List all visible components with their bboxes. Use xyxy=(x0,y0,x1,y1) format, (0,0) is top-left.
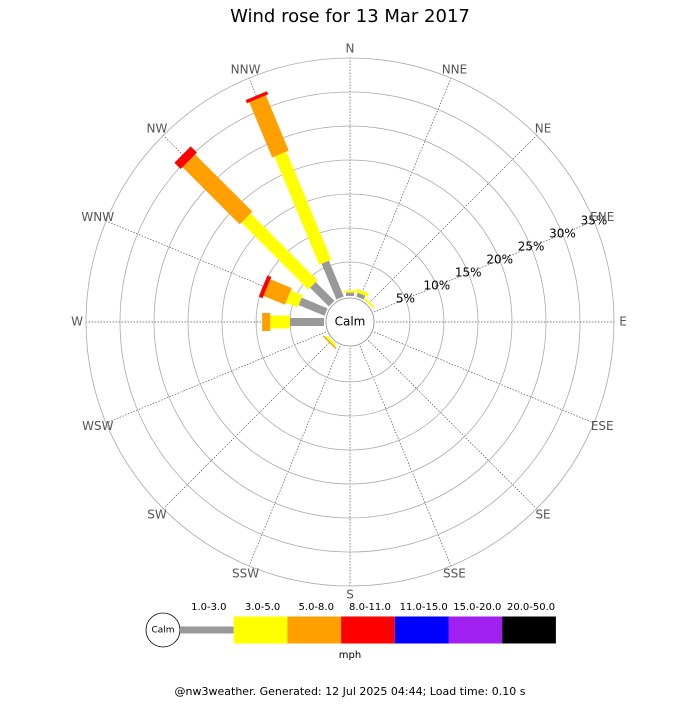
spoke xyxy=(368,340,537,509)
direction-label: NNE xyxy=(442,62,468,76)
legend-swatch xyxy=(180,626,234,634)
grid-ring xyxy=(187,159,513,485)
direction-label: WNW xyxy=(81,210,114,224)
grid-ring xyxy=(255,227,445,417)
wind-segment xyxy=(298,297,328,316)
wind-segment xyxy=(174,146,197,169)
spoke xyxy=(368,135,537,304)
direction-label: SSW xyxy=(232,567,259,581)
legend-unit: mph xyxy=(339,650,361,661)
direction-label: E xyxy=(619,315,627,329)
spoke xyxy=(359,345,452,567)
wind-segment xyxy=(241,213,318,290)
r-tick-label: 30% xyxy=(549,226,576,240)
legend-label: 5.0-8.0 xyxy=(299,602,334,613)
calm-circle xyxy=(325,297,375,347)
wind-segment xyxy=(262,313,271,331)
wind-segment xyxy=(346,292,354,296)
footer: @nw3weather. Generated: 12 Jul 2025 04:4… xyxy=(175,685,526,698)
direction-label: SW xyxy=(147,508,167,522)
r-tick-label: 10% xyxy=(424,279,451,293)
direction-label: NNW xyxy=(231,62,261,76)
wind-segment xyxy=(290,318,324,326)
direction-label: W xyxy=(71,315,83,329)
wind-segment xyxy=(263,279,292,305)
spoke xyxy=(105,331,327,424)
spoke xyxy=(373,220,595,313)
r-tick-label: 20% xyxy=(486,253,513,267)
wind-segment xyxy=(285,290,303,308)
r-tick-label: 25% xyxy=(518,239,545,253)
legend-swatch xyxy=(287,616,342,644)
direction-label: SE xyxy=(535,508,550,522)
legend-label: 3.0-5.0 xyxy=(245,602,280,613)
direction-label: NW xyxy=(147,121,168,135)
direction-label: ENE xyxy=(590,210,614,224)
direction-label: WSW xyxy=(82,419,113,433)
wind-segment xyxy=(343,290,357,293)
legend-swatch xyxy=(341,616,395,644)
wind-segment xyxy=(355,288,369,297)
legend-calm-label: Calm xyxy=(151,626,174,636)
spoke xyxy=(163,340,332,509)
direction-label: S xyxy=(346,588,354,602)
spoke xyxy=(248,345,341,567)
direction-label: N xyxy=(346,42,355,56)
direction-label: SSE xyxy=(443,567,466,581)
direction-label: NE xyxy=(535,121,552,135)
wind-segment xyxy=(325,335,337,347)
direction-label: ESE xyxy=(591,419,614,433)
legend-swatch xyxy=(502,616,556,644)
legend-label: 11.0-15.0 xyxy=(400,602,448,613)
grid-ring xyxy=(85,57,615,587)
wind-segment xyxy=(245,91,269,104)
wind-segment xyxy=(310,282,335,307)
spoke xyxy=(373,331,595,424)
wind-segment xyxy=(356,292,366,300)
wind-segment xyxy=(363,297,375,309)
legend-label: 15.0-20.0 xyxy=(453,602,501,613)
chart-title: Wind rose for 13 Mar 2017 xyxy=(230,6,470,27)
calm-label: Calm xyxy=(335,315,366,329)
wind-segment xyxy=(182,154,253,225)
wind-segment xyxy=(322,335,337,350)
wind-segment xyxy=(258,275,272,299)
wind-segment xyxy=(274,151,332,265)
legend-swatch xyxy=(448,616,503,644)
grid-ring xyxy=(119,91,581,553)
legend-label: 8.0-11.0 xyxy=(349,602,391,613)
grid-ring xyxy=(153,125,547,519)
legend-label: 1.0-3.0 xyxy=(191,602,226,613)
legend-swatch xyxy=(233,616,288,644)
r-tick-label: 15% xyxy=(455,266,482,280)
wind-segment xyxy=(249,95,289,158)
spoke xyxy=(359,77,452,299)
legend-label: 20.0-50.0 xyxy=(507,602,555,613)
legend-swatch xyxy=(394,616,449,644)
grid-ring xyxy=(221,193,479,451)
wind-segment xyxy=(321,260,344,300)
wind-segment xyxy=(270,315,290,329)
r-tick-label: 35% xyxy=(581,213,608,227)
r-tick-label: 5% xyxy=(396,292,415,306)
